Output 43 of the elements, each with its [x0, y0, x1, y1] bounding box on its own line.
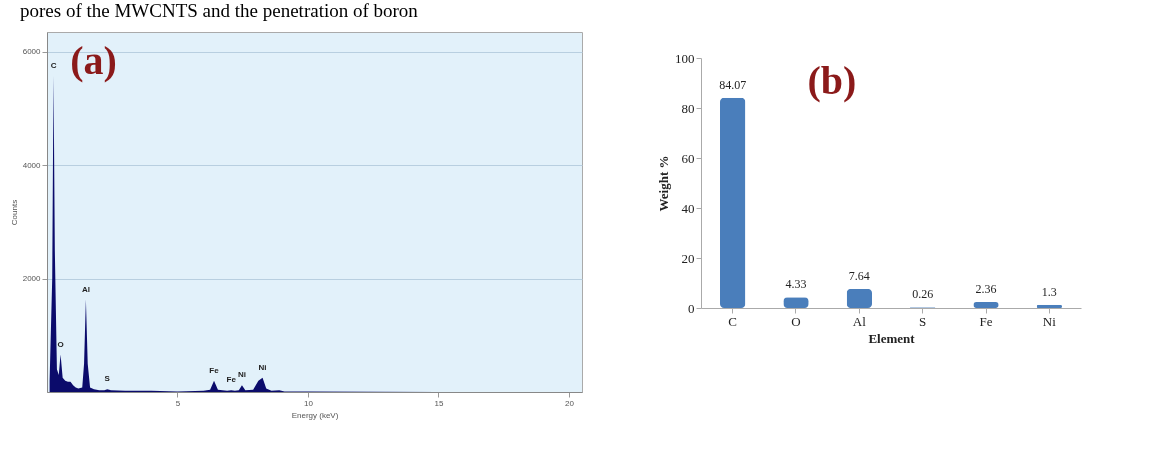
annotation: Ni	[237, 370, 246, 380]
annotation: C	[50, 60, 57, 70]
y-tick-label: 60	[681, 150, 695, 166]
annotation: S	[104, 374, 111, 384]
annotation: O	[57, 339, 64, 349]
chart-title: (b)	[807, 58, 857, 103]
x-tick-label: 5	[175, 398, 181, 408]
y-tick-label: 2000	[22, 274, 42, 284]
data-label: 7.64	[848, 268, 870, 283]
y-tick-label: 100	[675, 50, 695, 66]
x-tick-label: 20	[565, 398, 575, 408]
y-axis-title: Counts	[9, 199, 19, 226]
x-tick-label: Ni	[1042, 313, 1057, 329]
annotation: Al	[81, 284, 90, 294]
data-label: 0.26	[912, 287, 934, 302]
x-tick-label: O	[791, 313, 801, 329]
bar	[973, 302, 999, 308]
x-tick-label: S	[919, 313, 927, 329]
y-tick-label: 40	[681, 200, 695, 216]
y-axis-title: Weight %	[656, 155, 671, 212]
bar	[846, 288, 872, 308]
annotation: Fe	[226, 375, 237, 385]
x-tick-label: 15	[434, 398, 444, 408]
y-tick-label: 20	[681, 250, 695, 266]
x-tick-label: Al	[852, 313, 867, 329]
data-label: 4.33	[785, 277, 807, 292]
annotation: Fe	[209, 365, 220, 375]
y-tick-label: 4000	[22, 160, 42, 170]
x-tick-label: Fe	[979, 313, 993, 329]
text: pores of the MWCNTS and the penetration of boron	[19, 0, 419, 22]
data-label: 84.07	[719, 77, 747, 92]
data-label: 1.3	[1041, 284, 1057, 299]
x-tick-label: C	[728, 313, 737, 329]
y-tick-label: 80	[681, 100, 695, 116]
bar	[720, 97, 746, 308]
annotation: Ni	[258, 362, 267, 372]
y-tick-label: 0	[688, 300, 695, 316]
chart-title: (a)	[70, 38, 117, 83]
data-label: 2.36	[975, 282, 997, 297]
x-tick-label: 10	[304, 398, 314, 408]
x-axis-title: Element	[868, 330, 916, 346]
x-axis-title: Energy (keV)	[291, 410, 339, 420]
y-tick-label: 6000	[22, 47, 42, 57]
